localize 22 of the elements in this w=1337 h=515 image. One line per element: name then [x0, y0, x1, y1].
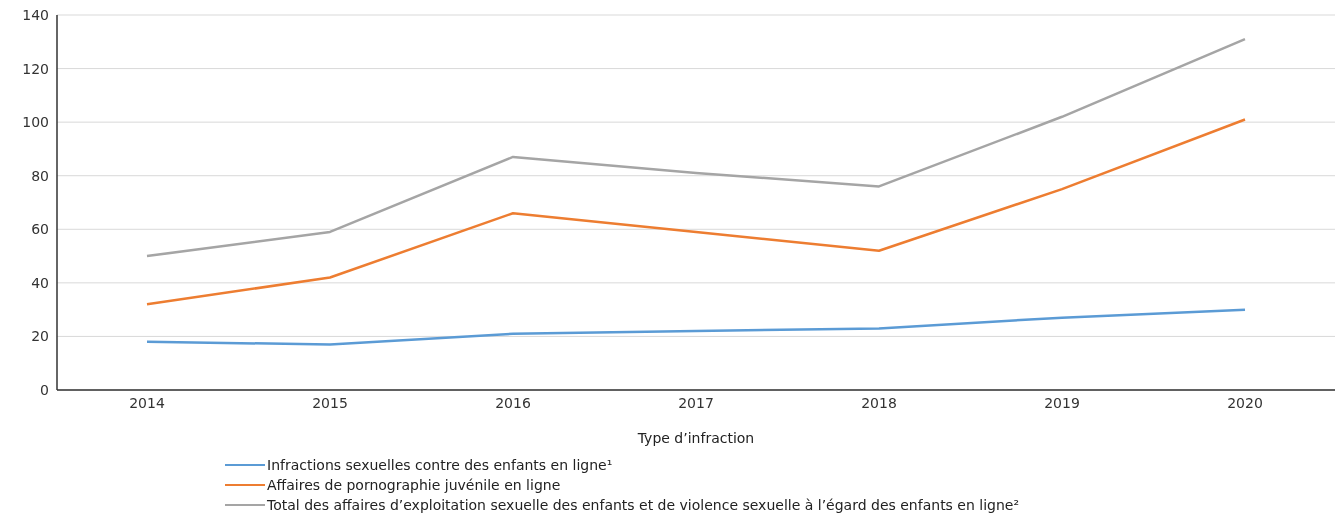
- y-tick-label: 20: [31, 328, 49, 345]
- x-tick-label: 2016: [495, 394, 531, 411]
- y-tick-label: 100: [22, 114, 49, 131]
- y-tick-label: 60: [31, 221, 49, 238]
- y-tick-label: 140: [22, 6, 49, 23]
- legend-label: Total des affaires d’exploitation sexuelle des enfants et de violence sexuelle à l’égard des enfants en ligne²: [267, 497, 1020, 513]
- y-tick-label: 120: [22, 60, 49, 77]
- x-tick-label: 2017: [678, 394, 714, 411]
- x-axis-title: Type d’infraction: [636, 430, 755, 446]
- line-series: [145, 37, 1247, 258]
- x-tick-label: 2015: [312, 394, 348, 411]
- line-series: [145, 308, 1247, 346]
- line-series: [145, 118, 1247, 306]
- x-tick-label: 2020: [1227, 394, 1263, 411]
- y-tick-label: 40: [31, 274, 49, 291]
- x-tick-label: 2019: [1044, 394, 1080, 411]
- y-tick-label: 80: [31, 167, 49, 184]
- x-tick-label: 2014: [129, 394, 165, 411]
- x-tick-label: 2018: [861, 394, 897, 411]
- legend-label: Infractions sexuelles contre des enfants en ligne¹: [267, 457, 613, 473]
- legend-label: Affaires de pornographie juvénile en ligne: [267, 477, 561, 493]
- y-tick-label: 0: [40, 381, 49, 398]
